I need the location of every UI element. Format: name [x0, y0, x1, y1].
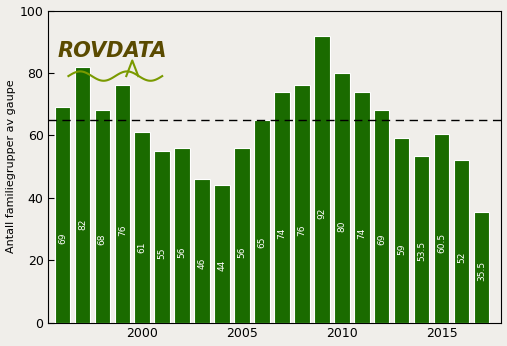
- Text: 52: 52: [457, 251, 466, 263]
- Text: 80: 80: [337, 221, 346, 232]
- Bar: [94, 110, 110, 322]
- Text: 53.5: 53.5: [417, 241, 426, 261]
- Text: 74: 74: [357, 227, 366, 239]
- Text: 56: 56: [237, 247, 246, 258]
- Text: 59: 59: [397, 244, 406, 255]
- Text: 69: 69: [58, 233, 67, 244]
- Text: 60.5: 60.5: [437, 233, 446, 253]
- Bar: [75, 67, 90, 322]
- Bar: [434, 134, 449, 322]
- Bar: [334, 73, 350, 322]
- Bar: [214, 185, 230, 322]
- Bar: [55, 107, 70, 322]
- Text: 92: 92: [317, 208, 327, 219]
- Bar: [234, 148, 250, 322]
- Text: 82: 82: [78, 219, 87, 230]
- Text: 76: 76: [298, 225, 306, 236]
- Text: 61: 61: [138, 242, 147, 253]
- Bar: [115, 85, 130, 322]
- Bar: [274, 92, 289, 322]
- Bar: [374, 110, 389, 322]
- Text: 68: 68: [98, 234, 107, 245]
- Bar: [474, 212, 489, 322]
- Bar: [294, 85, 310, 322]
- Text: 44: 44: [218, 260, 227, 271]
- Text: 35.5: 35.5: [477, 261, 486, 281]
- Bar: [354, 92, 370, 322]
- Text: 56: 56: [177, 247, 187, 258]
- Text: 69: 69: [377, 234, 386, 245]
- Text: 55: 55: [158, 248, 167, 260]
- Text: 46: 46: [198, 258, 207, 269]
- Text: 65: 65: [258, 237, 267, 248]
- Bar: [194, 179, 210, 322]
- Text: ROVDATA: ROVDATA: [58, 41, 167, 61]
- Text: 76: 76: [118, 225, 127, 236]
- Bar: [174, 148, 190, 322]
- Bar: [394, 138, 410, 322]
- Y-axis label: Antall familiegrupper av gaupe: Antall familiegrupper av gaupe: [6, 80, 16, 253]
- Text: 74: 74: [277, 227, 286, 239]
- Bar: [134, 132, 150, 322]
- Bar: [314, 36, 330, 322]
- Bar: [254, 120, 270, 322]
- Bar: [454, 160, 469, 322]
- Bar: [414, 156, 429, 322]
- Bar: [155, 151, 170, 322]
